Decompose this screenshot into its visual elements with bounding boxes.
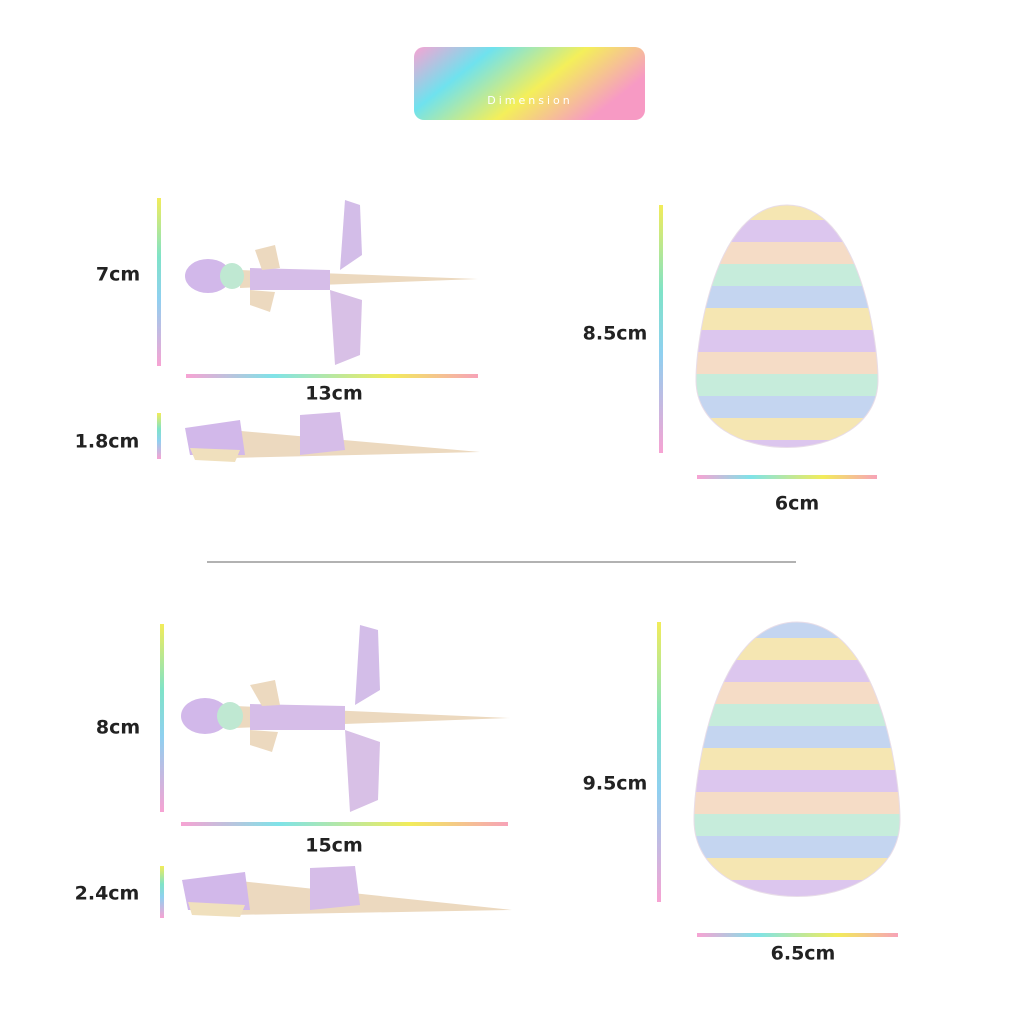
egg-height: 9.5cm	[583, 773, 648, 795]
height-bar	[160, 624, 164, 812]
height-bar	[157, 198, 161, 366]
egg	[695, 204, 879, 448]
height-bar	[659, 205, 663, 453]
title: Dimension	[487, 94, 572, 107]
width-bar	[697, 933, 898, 937]
height-bar	[157, 413, 161, 459]
dino-length: 15cm	[305, 835, 363, 857]
egg-width: 6.5cm	[771, 943, 836, 965]
height-bar	[657, 622, 661, 902]
egg	[693, 621, 901, 897]
dino-side-height: 2.4cm	[75, 883, 140, 905]
height-bar	[160, 866, 164, 918]
dino-top-2	[181, 625, 510, 812]
dino-side-1	[185, 412, 480, 462]
dino-top-1	[185, 200, 478, 365]
dino-side-height: 1.8cm	[75, 431, 140, 453]
dino-length: 13cm	[305, 383, 363, 405]
width-bar	[697, 475, 877, 479]
dino-height: 8cm	[96, 717, 140, 739]
length-bar	[181, 822, 508, 826]
dino-side-2	[182, 866, 512, 917]
egg-height: 8.5cm	[583, 323, 648, 345]
dino-height: 7cm	[96, 264, 140, 286]
egg-width: 6cm	[775, 493, 819, 515]
length-bar	[186, 374, 478, 378]
title-box	[414, 47, 645, 120]
